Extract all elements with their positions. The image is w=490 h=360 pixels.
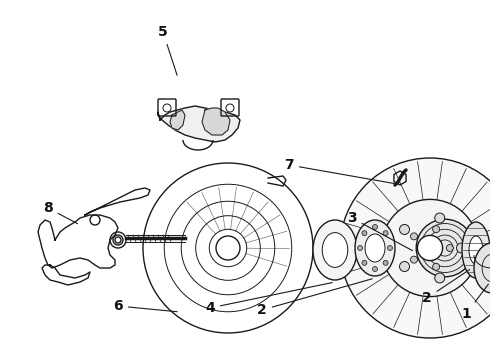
- Circle shape: [435, 213, 445, 223]
- Text: 7: 7: [284, 158, 394, 184]
- Text: 2: 2: [422, 270, 470, 305]
- Polygon shape: [158, 106, 240, 142]
- Circle shape: [399, 225, 410, 234]
- Circle shape: [372, 266, 377, 271]
- Text: 4: 4: [205, 283, 332, 315]
- Polygon shape: [170, 110, 185, 130]
- Ellipse shape: [322, 233, 348, 267]
- Circle shape: [388, 246, 392, 251]
- Ellipse shape: [462, 222, 490, 278]
- Polygon shape: [202, 108, 230, 135]
- Circle shape: [416, 219, 474, 277]
- Text: 5: 5: [158, 25, 177, 75]
- Circle shape: [381, 199, 479, 297]
- Text: 6: 6: [113, 299, 177, 313]
- Ellipse shape: [313, 220, 357, 280]
- Ellipse shape: [469, 236, 483, 264]
- Circle shape: [383, 260, 388, 265]
- Circle shape: [358, 246, 363, 251]
- Circle shape: [340, 158, 490, 338]
- Circle shape: [399, 261, 410, 271]
- Circle shape: [372, 225, 377, 230]
- Circle shape: [362, 231, 367, 236]
- Text: 8: 8: [43, 201, 77, 224]
- Ellipse shape: [474, 243, 490, 293]
- Text: 2: 2: [257, 279, 372, 317]
- Circle shape: [433, 263, 440, 270]
- Circle shape: [433, 226, 440, 233]
- Circle shape: [446, 244, 453, 252]
- Circle shape: [435, 273, 445, 283]
- Circle shape: [362, 260, 367, 265]
- Ellipse shape: [365, 234, 385, 262]
- Circle shape: [417, 235, 442, 261]
- Circle shape: [383, 231, 388, 236]
- Circle shape: [411, 233, 417, 240]
- Text: 3: 3: [347, 211, 413, 251]
- Text: 1: 1: [461, 284, 489, 321]
- Circle shape: [411, 256, 417, 263]
- Circle shape: [457, 243, 466, 253]
- Ellipse shape: [355, 220, 395, 276]
